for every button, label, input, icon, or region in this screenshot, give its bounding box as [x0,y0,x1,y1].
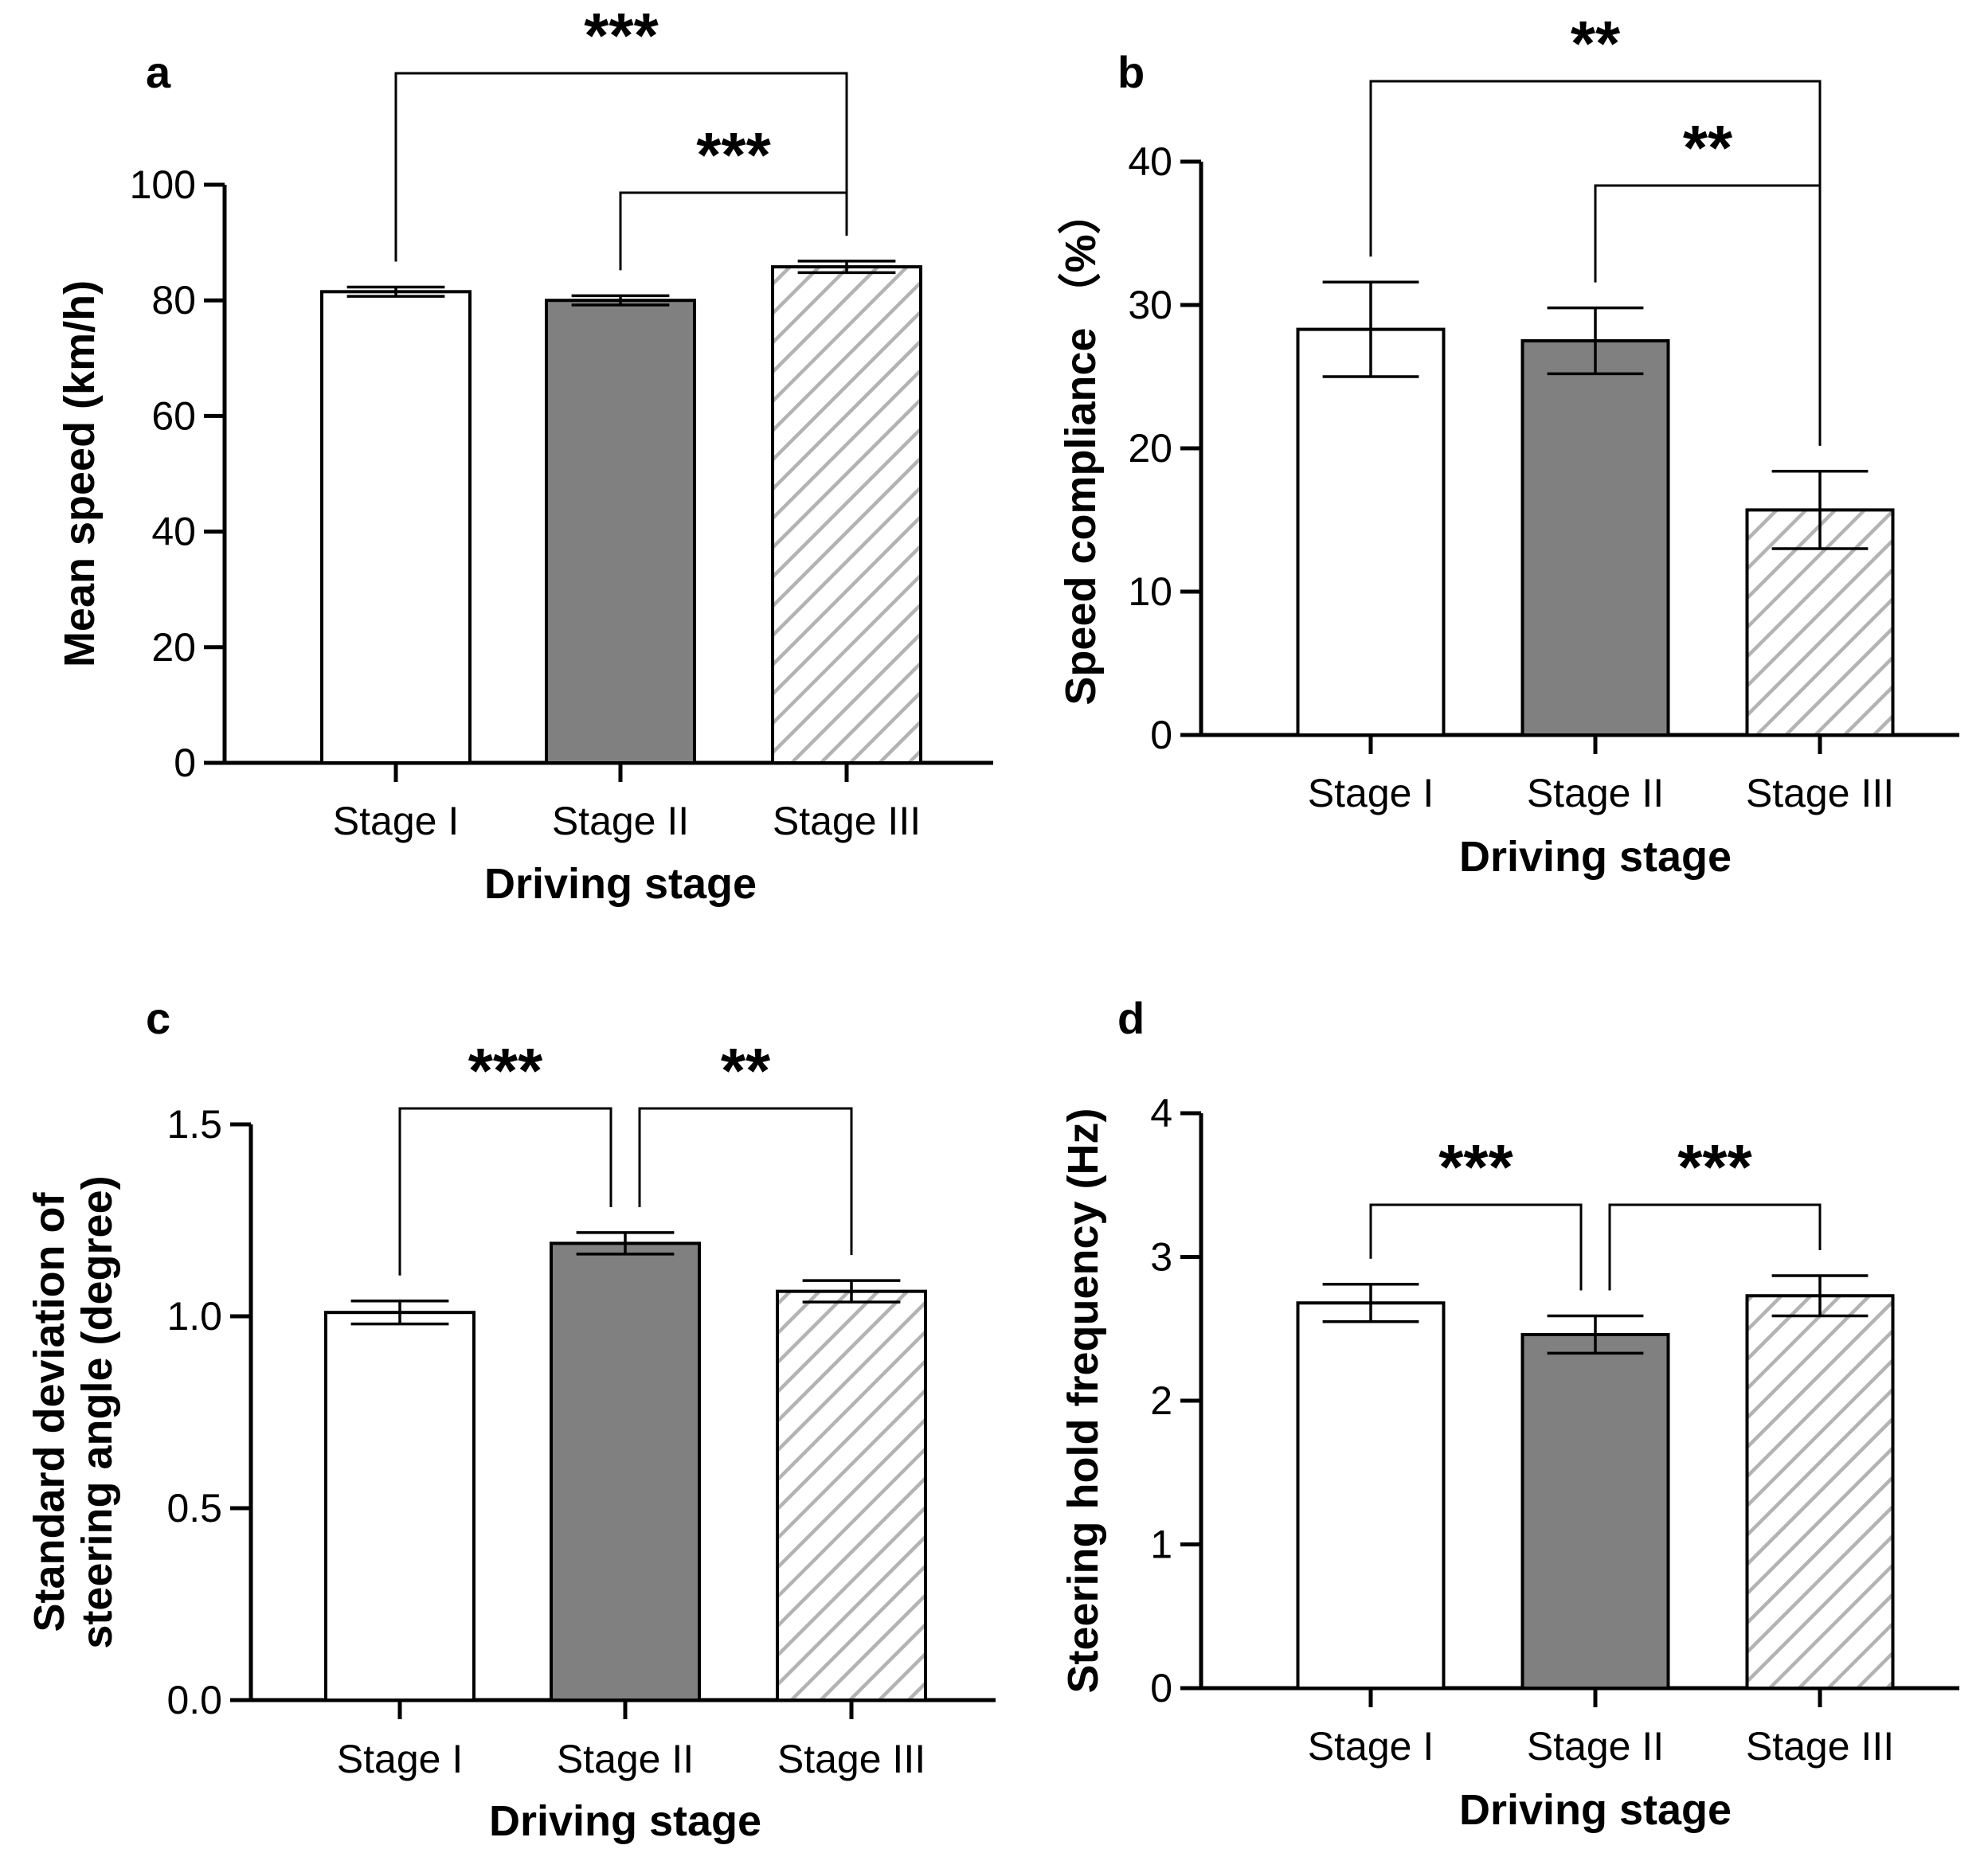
bar-stage-i [324,1311,475,1702]
y-tick-label: 40 [1128,139,1172,184]
significance-stars: ** [1683,112,1733,183]
x-tick-label: Stage III [777,1737,926,1781]
panel-c-steering-angle-sd: c 0.0 0.5 1.0 1.5 Stage I Stage II Stage III Dri… [25,993,996,1845]
y-axis-title: Mean speed (km/h) [56,280,104,667]
y-tick-label: 0.5 [166,1486,222,1530]
bar-stage-ii [1520,339,1670,737]
y-tick-label: 0 [174,741,196,785]
x-tick-label: Stage III [773,799,921,843]
significance-stars: ** [721,1035,771,1106]
significance-bracket [638,1107,853,1256]
panel-label: d [1117,993,1145,1043]
y-tick-label: 100 [130,162,196,207]
bar-stage-iii [771,265,922,765]
y-tick-label: 4 [1150,1091,1172,1136]
y-tick-label: 0 [1150,1666,1172,1710]
x-tick-label: Stage I [1308,1724,1434,1769]
x-tick-label: Stage II [1527,771,1664,815]
panel-label: b [1117,47,1145,97]
panel-label: a [146,47,171,97]
x-tick-label: Stage II [1527,1724,1664,1769]
panel-a-mean-speed: a 0 20 40 60 80 100 Stage I Stage II Stage III Dri… [56,0,993,908]
x-tick-label: Stage I [1308,771,1434,815]
significance-bracket [1369,1203,1583,1291]
y-tick-label: 3 [1150,1235,1172,1280]
bar-stage-iii [776,1289,927,1702]
panel-label: c [146,993,170,1043]
bar-stage-iii [1745,1294,1895,1690]
y-axis-title: Standard deviation of [25,1191,73,1632]
panel-d-steering-hold-frequency: d 0 1 2 3 4 Stage I Stage II Stage III Driving st… [1059,993,1959,1834]
significance-stars: *** [1677,1132,1752,1202]
bar-stage-i [1296,1301,1446,1690]
significance-bracket [394,72,848,262]
x-axis-title: Driving stage [484,860,757,908]
y-tick-label: 0 [1150,713,1172,757]
y-tick-label: 30 [1128,283,1172,327]
bar-stage-i [1296,327,1446,737]
y-tick-label: 20 [1128,426,1172,471]
significance-stars: *** [1438,1132,1513,1202]
y-axis-title: steering angle (degree) [73,1175,121,1648]
significance-stars: *** [696,119,771,190]
x-tick-label: Stage I [333,799,459,843]
x-tick-label: Stage II [557,1737,694,1781]
y-tick-label: 2 [1150,1378,1172,1423]
y-axis-title: Steering hold frequency (Hz) [1059,1108,1107,1693]
y-tick-label: 80 [151,278,196,322]
bar-stage-ii [550,1241,701,1702]
significance-bracket [1608,1203,1822,1291]
x-tick-label: Stage III [1746,1724,1894,1769]
bar-stage-i [320,290,472,764]
significance-stars: *** [468,1035,543,1106]
y-tick-label: 10 [1128,569,1172,614]
y-tick-label: 40 [151,510,196,554]
x-tick-label: Stage I [337,1737,463,1781]
x-axis-title: Driving stage [1459,833,1732,881]
y-tick-label: 0.0 [166,1678,222,1722]
significance-stars: *** [584,0,659,71]
x-axis-title: Driving stage [1459,1786,1732,1834]
bar-stage-ii [1520,1332,1670,1690]
significance-stars: ** [1571,8,1621,79]
y-tick-label: 20 [151,625,196,670]
bar-stage-ii [545,299,696,764]
y-tick-label: 1.0 [166,1294,222,1339]
x-tick-label: Stage II [552,799,689,843]
y-tick-label: 1 [1150,1523,1172,1567]
y-axis-title: Speed compliance （%） [1057,191,1105,705]
significance-bracket [398,1107,612,1276]
x-tick-label: Stage III [1746,771,1894,815]
y-tick-label: 1.5 [166,1102,222,1147]
significance-bracket [1594,184,1822,446]
panel-b-speed-compliance: b 0 10 20 30 40 Stage I Stage II Stage III Drivin… [1057,8,1959,881]
significance-bracket [619,191,848,271]
x-axis-title: Driving stage [489,1797,761,1845]
y-tick-label: 60 [151,393,196,438]
